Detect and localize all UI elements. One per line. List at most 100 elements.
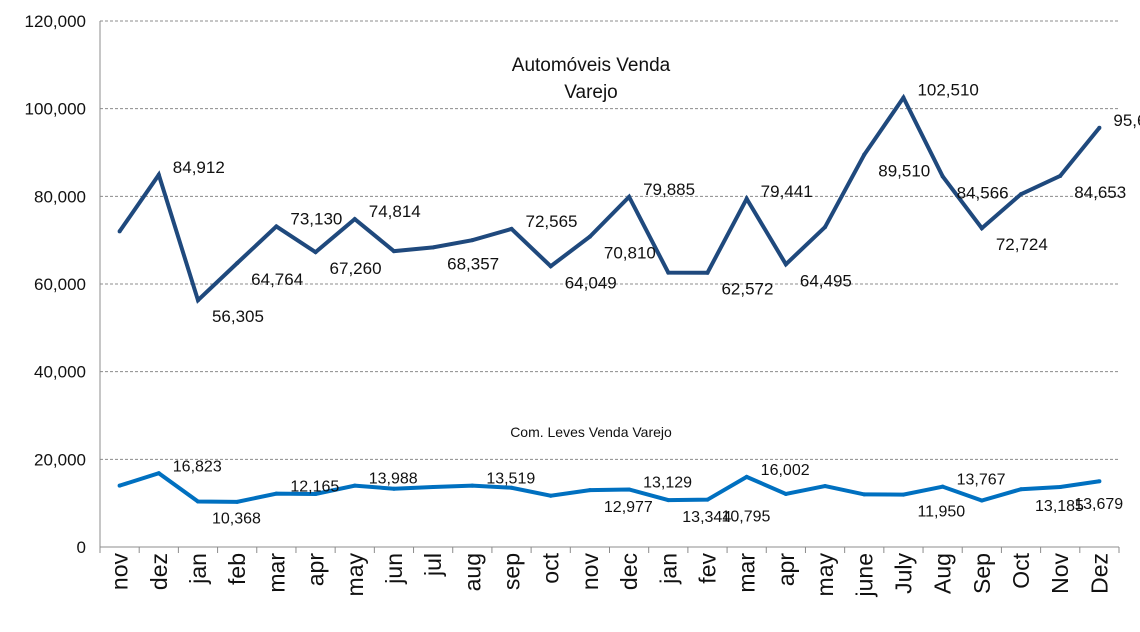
data-point [587,488,592,493]
data-label: 13,344 [682,509,731,526]
data-point [627,194,632,199]
data-point [470,483,475,488]
series-line-1 [118,471,1100,504]
data-point [705,497,710,502]
data-point [783,491,788,496]
data-point [391,249,396,254]
data-label: 64,764 [251,270,303,289]
y-tick-label: 0 [77,538,86,557]
data-point [548,493,553,498]
x-tick-label: nov [107,553,133,591]
data-label: 11,950 [917,504,965,521]
data-point [901,95,906,100]
data-point [823,225,828,230]
data-label: 68,357 [447,254,499,273]
data-point [431,245,436,250]
x-tick-label: dec [616,553,642,590]
data-point [352,217,357,222]
data-point [901,492,906,497]
x-tick-label: fev [694,553,720,584]
data-point [352,483,357,488]
y-tick-label: 120,000 [25,12,86,31]
x-tick-label: may [342,553,368,597]
data-point [470,238,475,243]
data-point [313,250,318,255]
data-label: 12,977 [604,499,653,516]
data-label: 13,129 [643,474,692,491]
x-tick-label: oct [538,552,564,583]
x-tick-label: june [851,553,877,597]
data-point [862,492,867,497]
x-tick-label: Nov [1047,553,1073,594]
data-label: 13,185 [1035,498,1084,515]
series-line-0 [117,93,1101,304]
data-label: 13,767 [957,472,1006,489]
x-tick-label: apr [303,553,329,587]
data-label: 102,510 [917,81,978,100]
data-point [156,471,161,476]
x-tick-label: Sep [969,553,995,594]
x-tick-label: Dez [1086,553,1112,594]
data-point [548,264,553,269]
data-point [979,226,984,231]
data-point [235,499,240,504]
data-point [1058,173,1063,178]
data-point [705,270,710,275]
data-point [195,499,200,504]
x-tick-label: jan [185,553,211,585]
y-tick-label: 60,000 [34,275,86,294]
data-label: 72,724 [996,235,1048,254]
data-point [587,234,592,239]
data-label: 89,510 [878,162,930,181]
data-label: 56,305 [212,307,264,326]
data-label: 62,572 [721,280,773,299]
x-tick-label: mar [734,553,760,593]
data-point [274,224,279,229]
data-label: 79,885 [643,180,695,199]
data-label: 13,519 [486,471,535,488]
data-point [1097,479,1102,484]
data-point [1097,125,1102,130]
data-label: 84,912 [173,158,225,177]
x-tick-label: Oct [1008,552,1034,588]
data-label: 64,495 [800,271,852,290]
data-label: 84,566 [957,183,1009,202]
x-tick-label: jan [655,553,681,585]
x-tick-label: jun [381,553,407,585]
data-label: 72,565 [526,212,578,231]
series-title-autos-line2: Varejo [564,82,618,103]
data-point [744,474,749,479]
x-tick-label: mar [263,553,289,593]
data-point [509,226,514,231]
y-tick-label: 100,000 [25,100,86,119]
x-tick-label: apr [773,553,799,587]
data-point [783,262,788,267]
data-point [235,261,240,266]
data-point [1019,487,1024,492]
data-point [509,485,514,490]
data-point [156,172,161,177]
series-title-autos-line1: Automóveis Venda [512,55,671,76]
data-point [195,298,200,303]
series-title-comleves: Com. Leves Venda Varejo [510,424,672,440]
x-tick-label: jul [420,553,446,577]
x-tick-label: may [812,553,838,597]
data-point [823,484,828,489]
data-point [627,487,632,492]
data-label: 73,130 [290,209,342,228]
data-label: 10,368 [212,511,261,528]
x-tick-label: sep [499,553,525,590]
x-axis: nov dez jan feb mar apr may jun jul aug sep oct nov d… [99,546,1120,597]
x-tick-label: nov [577,553,603,591]
data-label: 95,640 [1113,111,1140,130]
data-label: 67,260 [330,259,382,278]
data-label: 16,823 [173,458,222,475]
y-tick-label: 40,000 [34,363,86,382]
data-point [1019,192,1024,197]
data-label: 13,679 [1074,496,1123,513]
x-tick-label: Aug [930,553,956,594]
data-point [274,491,279,496]
x-tick-label: July [890,553,916,594]
data-label: 84,653 [1074,183,1126,202]
